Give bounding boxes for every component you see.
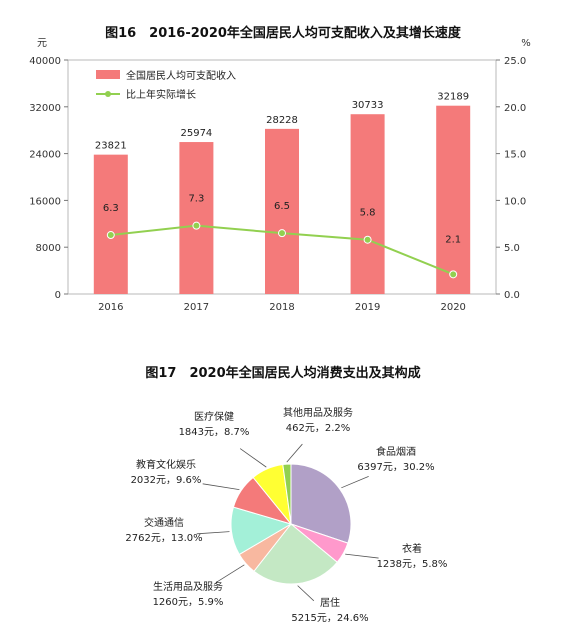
x-axis-tick-label: 2017 bbox=[184, 302, 209, 313]
income-bar bbox=[436, 105, 471, 294]
left-axis-unit: 元 bbox=[37, 38, 47, 49]
growth-point bbox=[363, 235, 372, 244]
growth-label: 6.3 bbox=[103, 203, 119, 214]
pie bbox=[230, 463, 352, 585]
income-bar bbox=[265, 128, 299, 294]
pie-leader-line bbox=[341, 476, 369, 489]
pie-label-name: 居住 bbox=[320, 596, 340, 609]
growth-label: 6.5 bbox=[274, 201, 290, 212]
pie-leader-line bbox=[215, 564, 245, 583]
left-axis-tick-label: 32000 bbox=[29, 103, 61, 114]
right-axis-tick-label: 0.0 bbox=[504, 290, 520, 301]
right-axis-tick-label: 25.0 bbox=[504, 56, 526, 67]
pie-label-value: 6397元，30.2% bbox=[357, 462, 434, 473]
income-bar bbox=[93, 154, 128, 294]
growth-point bbox=[106, 231, 115, 240]
income-bar-label: 28228 bbox=[266, 115, 298, 126]
pie-leader-line bbox=[286, 443, 303, 463]
pie-leader-line bbox=[297, 585, 315, 602]
pie-leader-line bbox=[202, 483, 240, 491]
pie-label-value: 2032元，9.6% bbox=[131, 475, 202, 486]
pie-slice bbox=[290, 463, 352, 544]
pie-label-name: 交通通信 bbox=[144, 516, 184, 529]
right-axis-unit: % bbox=[521, 38, 531, 49]
left-axis-tick-label: 24000 bbox=[29, 150, 61, 161]
pie-label-value: 1260元，5.9% bbox=[153, 597, 224, 608]
income-bar-label: 30733 bbox=[352, 100, 384, 111]
right-axis-tick-label: 10.0 bbox=[504, 196, 526, 207]
left-axis-tick-label: 16000 bbox=[29, 196, 61, 207]
x-axis-tick-label: 2019 bbox=[355, 302, 380, 313]
growth-point bbox=[192, 221, 201, 230]
left-axis-tick-label: 40000 bbox=[29, 56, 61, 67]
x-axis-tick-label: 2020 bbox=[440, 302, 465, 313]
growth-label: 5.8 bbox=[360, 208, 376, 219]
legend-swatch-income bbox=[96, 70, 120, 79]
left-axis-tick-label: 0 bbox=[55, 290, 61, 301]
pie-chart-title: 图17 2020年全国居民人均消费支出及其构成 bbox=[145, 365, 420, 381]
axes: 0 8000 16000 24000 32000 40000 0.0 5.0 10.0 15.0 2… bbox=[29, 56, 526, 313]
growth-label: 7.3 bbox=[188, 194, 204, 205]
x-axis-tick-label: 2018 bbox=[269, 302, 294, 313]
pie-leader-line bbox=[239, 448, 267, 468]
growth-line: 6.3 7.3 6.5 5.8 2.1 bbox=[103, 194, 461, 279]
growth-point bbox=[449, 270, 458, 279]
income-bar bbox=[179, 142, 214, 294]
pie-label-value: 2762元，13.0% bbox=[125, 533, 202, 544]
pie-slice bbox=[282, 463, 292, 525]
pie-labels: 食品烟酒 6397元，30.2% 衣着 1238元，5.8% 居住 5215元，24.6%… bbox=[125, 406, 447, 624]
income-bars: 23821 25974 28228 30733 32189 bbox=[93, 92, 471, 295]
income-bar-label: 25974 bbox=[180, 128, 212, 139]
income-bar-label: 32189 bbox=[437, 92, 469, 103]
pie-label-name: 食品烟酒 bbox=[376, 445, 416, 458]
pie-label-name: 生活用品及服务 bbox=[153, 580, 223, 593]
growth-point bbox=[278, 229, 286, 238]
pie-label-name: 其他用品及服务 bbox=[283, 406, 353, 419]
growth-label: 2.1 bbox=[445, 234, 461, 245]
pie-label-value: 5215元，24.6% bbox=[291, 613, 368, 624]
income-bar bbox=[350, 114, 385, 295]
right-axis-tick-label: 5.0 bbox=[504, 243, 520, 254]
right-axis-tick-label: 20.0 bbox=[504, 103, 526, 114]
pie-label-value: 1238元，5.8% bbox=[377, 559, 448, 570]
pie-label-name: 衣着 bbox=[402, 542, 422, 555]
pie-slice bbox=[253, 523, 338, 585]
bar-chart-title: 图16 2016-2020年全国居民人均可支配收入及其增长速度 bbox=[105, 25, 462, 41]
legend: 全国居民人均可支配收入 比上年实际增长 bbox=[96, 69, 236, 101]
right-axis-tick-label: 15.0 bbox=[504, 150, 526, 161]
left-axis-tick-label: 8000 bbox=[36, 243, 61, 254]
pie-leader-line bbox=[345, 553, 379, 559]
income-bar-label: 23821 bbox=[95, 141, 127, 152]
pie-label-name: 教育文化娱乐 bbox=[136, 458, 196, 471]
pie-label-value: 462元，2.2% bbox=[286, 423, 351, 434]
pie-leader-line bbox=[196, 531, 230, 535]
x-axis-tick-label: 2016 bbox=[98, 302, 123, 313]
legend-swatch-growth-marker bbox=[105, 91, 111, 97]
pie-label-value: 1843元，8.7% bbox=[179, 427, 250, 438]
legend-label-growth: 比上年实际增长 bbox=[126, 88, 196, 101]
legend-label-income: 全国居民人均可支配收入 bbox=[126, 69, 236, 82]
pie-label-name: 医疗保健 bbox=[194, 410, 234, 423]
